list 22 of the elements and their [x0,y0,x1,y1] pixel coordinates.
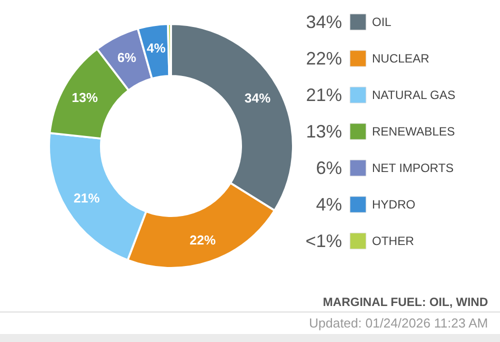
data-label: 34% [306,12,342,32]
legend-label: NET IMPORTS [372,161,454,175]
data-label: 6% [117,50,137,65]
data-label: 22% [190,232,216,248]
legend-label: NUCLEAR [372,52,430,66]
text: MARGINAL FUEL: OIL, WIND [322,295,488,309]
legend-label: OIL [372,15,392,29]
legend-label: NATURAL GAS [372,88,456,102]
data-label: 4% [146,40,166,56]
data-label: <1% [305,231,342,251]
data-label: 13% [72,90,98,105]
text: 6% [316,158,342,178]
text: Updated: 01/24/2026 11:23 AM [308,316,488,330]
data-label: 21% [74,190,100,206]
text: 21% [306,85,342,105]
text: 4% [316,194,342,214]
text: 34% [244,90,271,106]
text: 22% [306,48,342,68]
legend-label: HYDRO [372,198,416,212]
text: 13% [306,122,342,142]
legend-label: OTHER [372,234,414,248]
legend-label: RENEWABLES [372,124,455,138]
